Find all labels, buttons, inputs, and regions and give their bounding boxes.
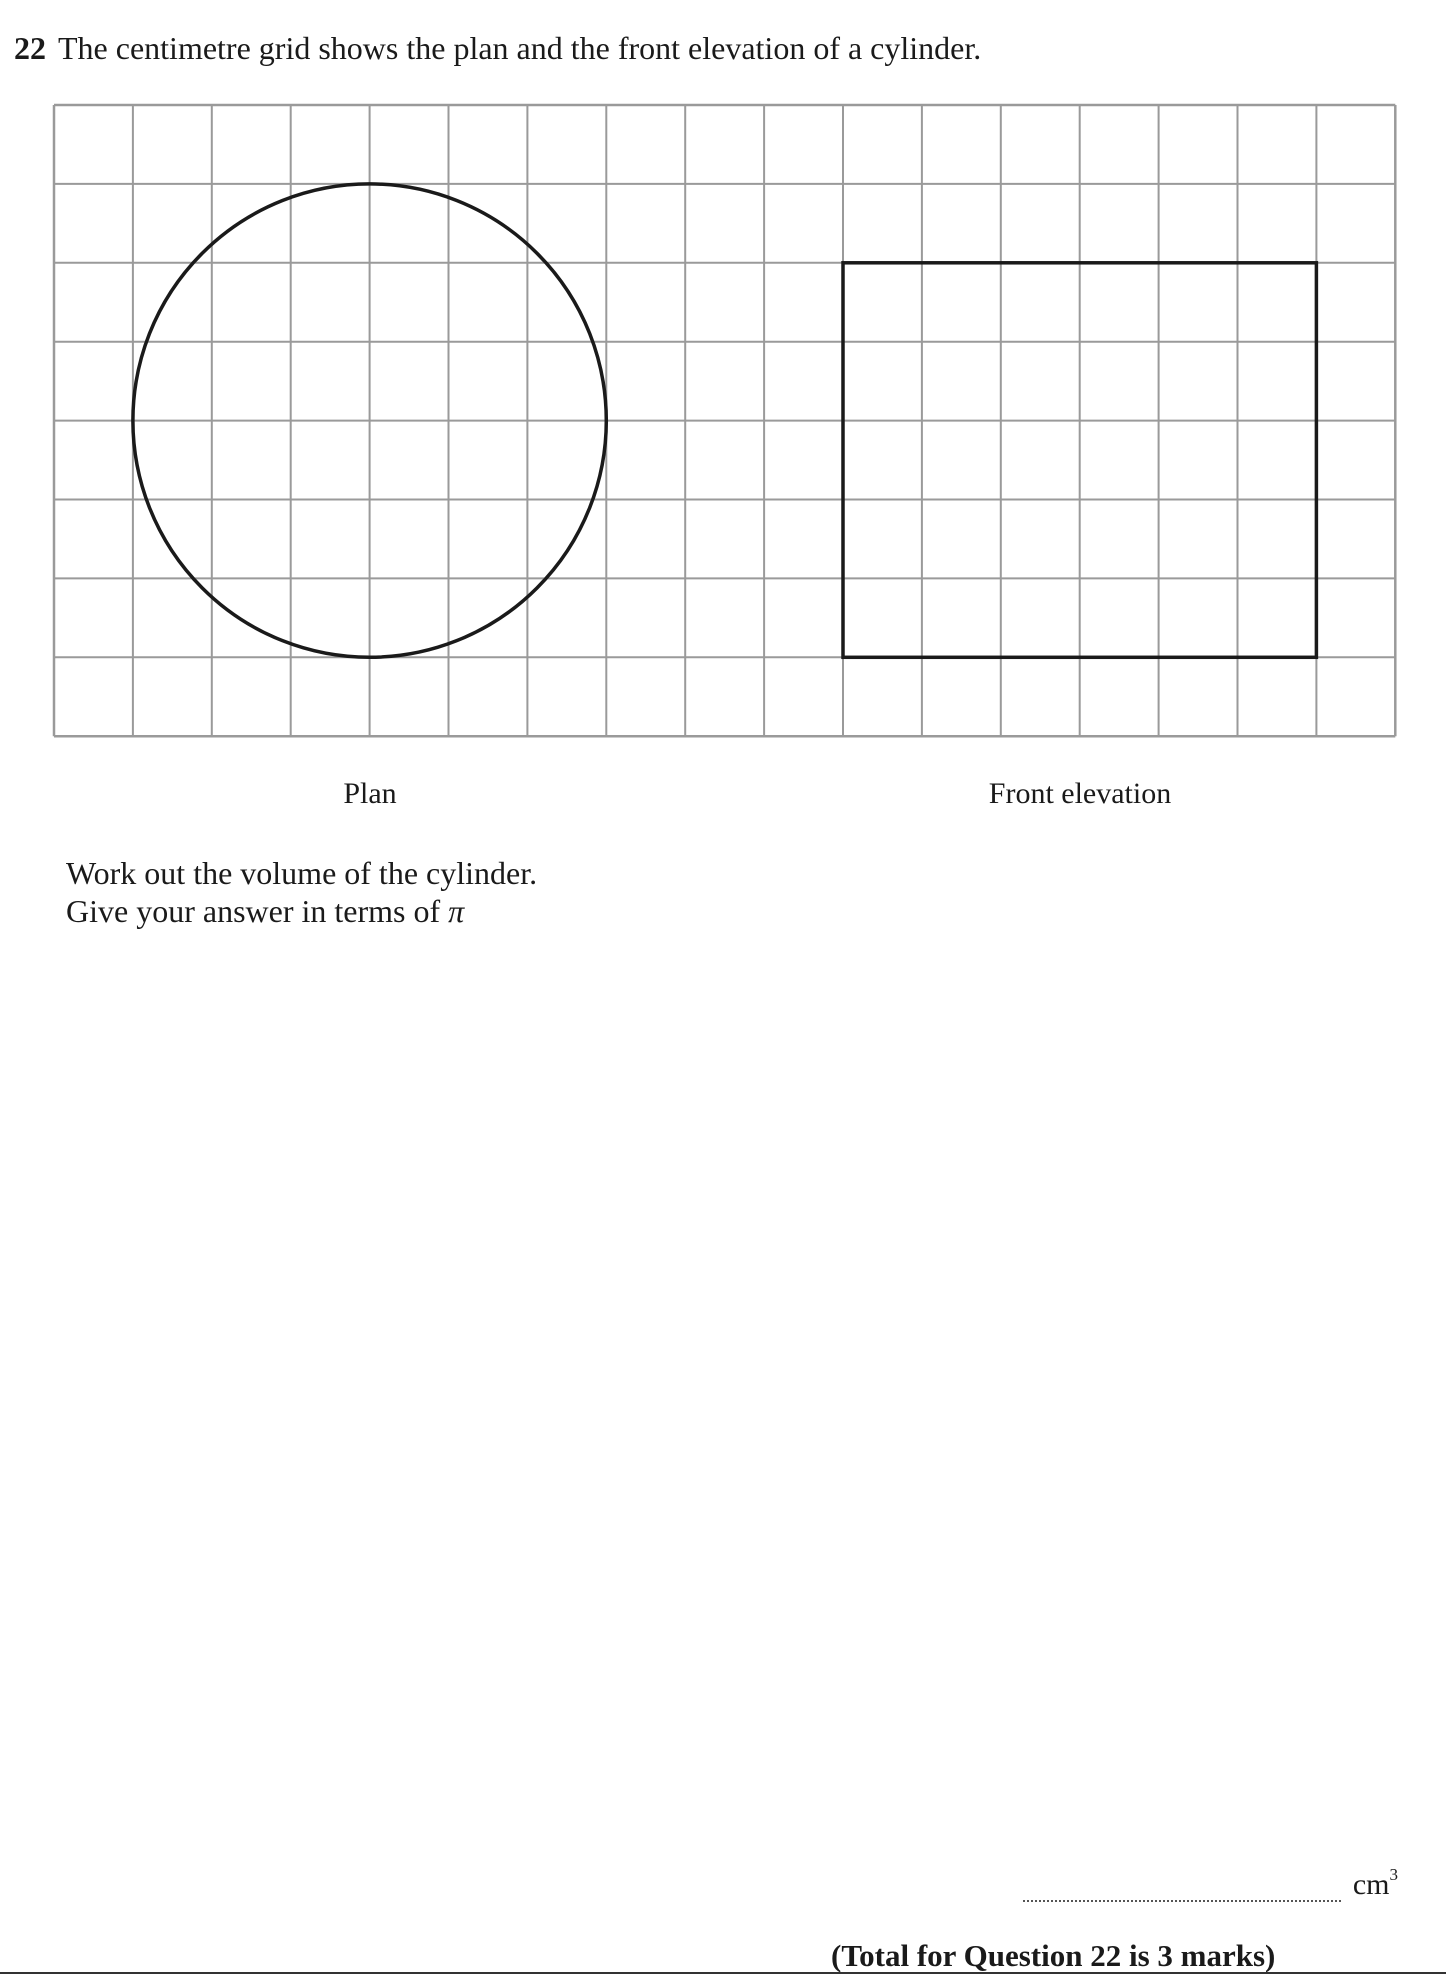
plan-label: Plan	[343, 777, 397, 810]
instruction-line-2: Give your answer in terms of π	[66, 892, 537, 930]
answer-unit-text: cm	[1352, 1868, 1390, 1901]
total-marks: (Total for Question 22 is 3 marks)	[831, 1938, 1276, 1973]
bottom-rule	[0, 1972, 1446, 1974]
question-number: 22	[14, 30, 46, 66]
question-text: The centimetre grid shows the plan and t…	[58, 30, 982, 66]
pi-symbol: π	[448, 893, 465, 929]
answer-area: cm3	[1022, 1858, 1398, 1902]
plan-circle	[131, 182, 609, 660]
instruction-line-1: Work out the volume of the cylinder.	[66, 855, 538, 891]
answer-unit: cm3	[1353, 1858, 1398, 1902]
instruction-line-2-text: Give your answer in terms of	[66, 893, 449, 929]
centimetre-grid	[52, 103, 1397, 738]
cylinder-grid-figure	[52, 103, 1397, 738]
front-elevation-rectangle	[841, 261, 1319, 660]
front-elevation-label: Front elevation	[988, 777, 1172, 810]
answer-unit-power: 3	[1389, 1865, 1399, 1884]
instructions: Work out the volume of the cylinder. Giv…	[66, 854, 537, 930]
answer-input-line[interactable]	[1022, 1872, 1341, 1902]
question-header: 22 The centimetre grid shows the plan and…	[14, 28, 981, 68]
